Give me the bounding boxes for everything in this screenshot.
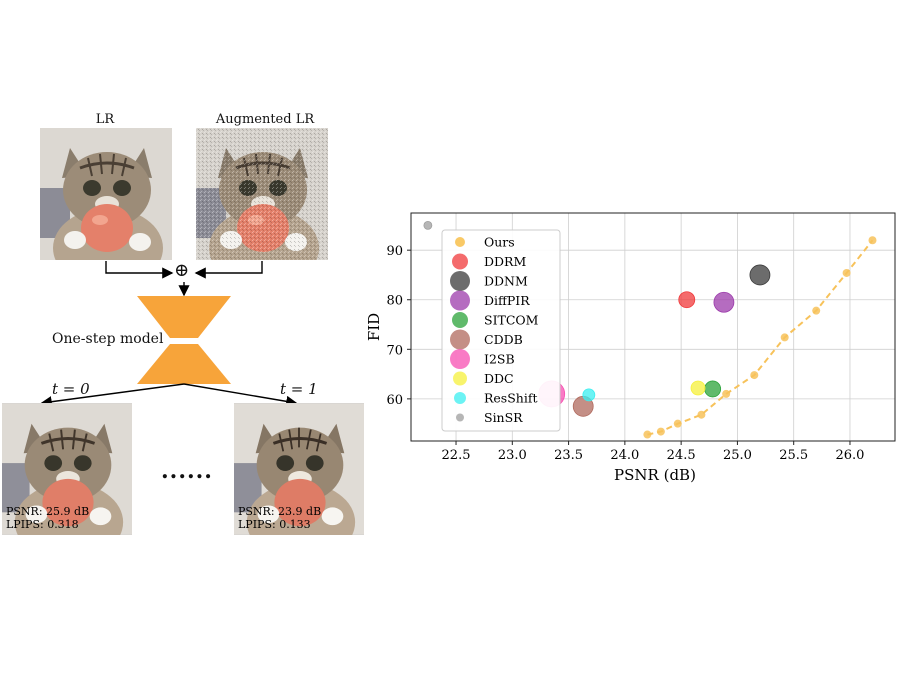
legend-marker-sinsr bbox=[456, 413, 464, 422]
legend-marker-resshift bbox=[454, 392, 466, 404]
output-t0-image: PSNR: 25.9 dB LPIPS: 0.318 bbox=[2, 403, 132, 535]
legend-label-ddnm: DDNM bbox=[484, 274, 528, 289]
ours-point bbox=[722, 389, 731, 398]
legend-label-i2sb: I2SB bbox=[484, 352, 515, 367]
y-tick-label: 60 bbox=[386, 393, 403, 408]
ours-point bbox=[656, 427, 665, 436]
y-tick-label: 70 bbox=[386, 343, 403, 358]
augmented-lr-label: Augmented LR bbox=[215, 112, 315, 127]
x-tick-label: 24.0 bbox=[610, 448, 639, 463]
sinsr-point bbox=[423, 220, 433, 230]
x-tick-label: 26.0 bbox=[836, 448, 865, 463]
legend-marker-ddnm bbox=[450, 271, 470, 291]
legend-marker-ours bbox=[455, 237, 465, 247]
axes: 22.5 23.0 23.5 24.0 24.5 25.0 25.5 26.0 60 70 80 90 bbox=[386, 212, 896, 463]
x-tick-label: 24.5 bbox=[667, 448, 696, 463]
output-t0-psnr: PSNR: 25.9 dB bbox=[6, 505, 90, 518]
y-tick-label: 80 bbox=[386, 294, 403, 309]
ours-point bbox=[868, 236, 877, 245]
legend-marker-cddb bbox=[450, 329, 470, 350]
output-t0-lpips: LPIPS: 0.318 bbox=[6, 518, 79, 531]
one-step-model-label: One-step model bbox=[52, 331, 164, 347]
x-axis-label: PSNR (dB) bbox=[614, 466, 696, 484]
y-tick-label: 90 bbox=[386, 244, 403, 259]
plot-frame bbox=[410, 212, 896, 442]
ours-dashed-line bbox=[647, 239, 874, 436]
model-encoder-shape bbox=[137, 296, 231, 338]
x-tick-label: 23.5 bbox=[554, 448, 583, 463]
legend-label-diffpir: DiffPIR bbox=[484, 293, 530, 308]
ddc-point bbox=[690, 380, 706, 396]
legend-marker-diffpir bbox=[450, 290, 470, 311]
legend-label-sitcom: SITCOM bbox=[484, 313, 539, 328]
output-t1-lpips: LPIPS: 0.133 bbox=[238, 518, 311, 531]
plus-operator: ⊕ bbox=[174, 260, 190, 281]
legend-label-ours: Ours bbox=[484, 235, 515, 250]
t0-label: t = 0 bbox=[52, 380, 90, 398]
x-tick-label: 22.5 bbox=[442, 448, 471, 463]
resshift-point bbox=[582, 388, 596, 402]
ours-point bbox=[842, 268, 851, 277]
legend-label-ddc: DDC bbox=[484, 371, 514, 386]
ours-point bbox=[750, 371, 759, 380]
legend-marker-i2sb bbox=[450, 349, 470, 369]
legend-label-resshift: ResShift bbox=[484, 391, 538, 406]
t1-label: t = 1 bbox=[280, 380, 318, 398]
model-decoder-shape bbox=[137, 344, 231, 384]
legend-box bbox=[441, 229, 561, 432]
ddnm-point bbox=[749, 264, 771, 286]
ours-point bbox=[673, 419, 682, 428]
legend-marker-ddrm bbox=[452, 253, 468, 270]
legend-marker-sitcom bbox=[452, 312, 468, 328]
flow-arrows bbox=[40, 261, 298, 408]
x-tick-label: 23.0 bbox=[498, 448, 527, 463]
legend: Ours DDRM DDNM DiffPIR SITCOM CDDB I2SB DDC ResS… bbox=[441, 229, 561, 432]
lr-cat-image bbox=[40, 128, 172, 260]
ours-point bbox=[643, 430, 652, 439]
diffpir-point bbox=[713, 291, 735, 313]
output-t1-image: PSNR: 23.9 dB LPIPS: 0.133 bbox=[234, 403, 364, 535]
legend-marker-ddc bbox=[453, 371, 467, 386]
ellipsis: ...... bbox=[161, 458, 213, 484]
output-t1-psnr: PSNR: 23.9 dB bbox=[238, 505, 322, 518]
ours-curve bbox=[643, 236, 877, 439]
legend-label-cddb: CDDB bbox=[484, 332, 523, 347]
ours-point bbox=[812, 306, 821, 315]
ddrm-point bbox=[678, 291, 696, 309]
ours-point bbox=[780, 333, 789, 342]
x-tick-label: 25.5 bbox=[779, 448, 808, 463]
y-axis-label: FID bbox=[365, 313, 383, 341]
legend-label-sinsr: SinSR bbox=[484, 410, 523, 425]
fid-psnr-chart: 22.5 23.0 23.5 24.0 24.5 25.0 25.5 26.0 60 70 80 90… bbox=[365, 212, 896, 484]
sitcom-point bbox=[704, 380, 722, 398]
lr-label: LR bbox=[95, 112, 115, 127]
x-tick-label: 25.0 bbox=[723, 448, 752, 463]
legend-label-ddrm: DDRM bbox=[484, 254, 526, 269]
ours-point bbox=[697, 410, 706, 419]
augmented-lr-cat-image bbox=[196, 128, 328, 260]
